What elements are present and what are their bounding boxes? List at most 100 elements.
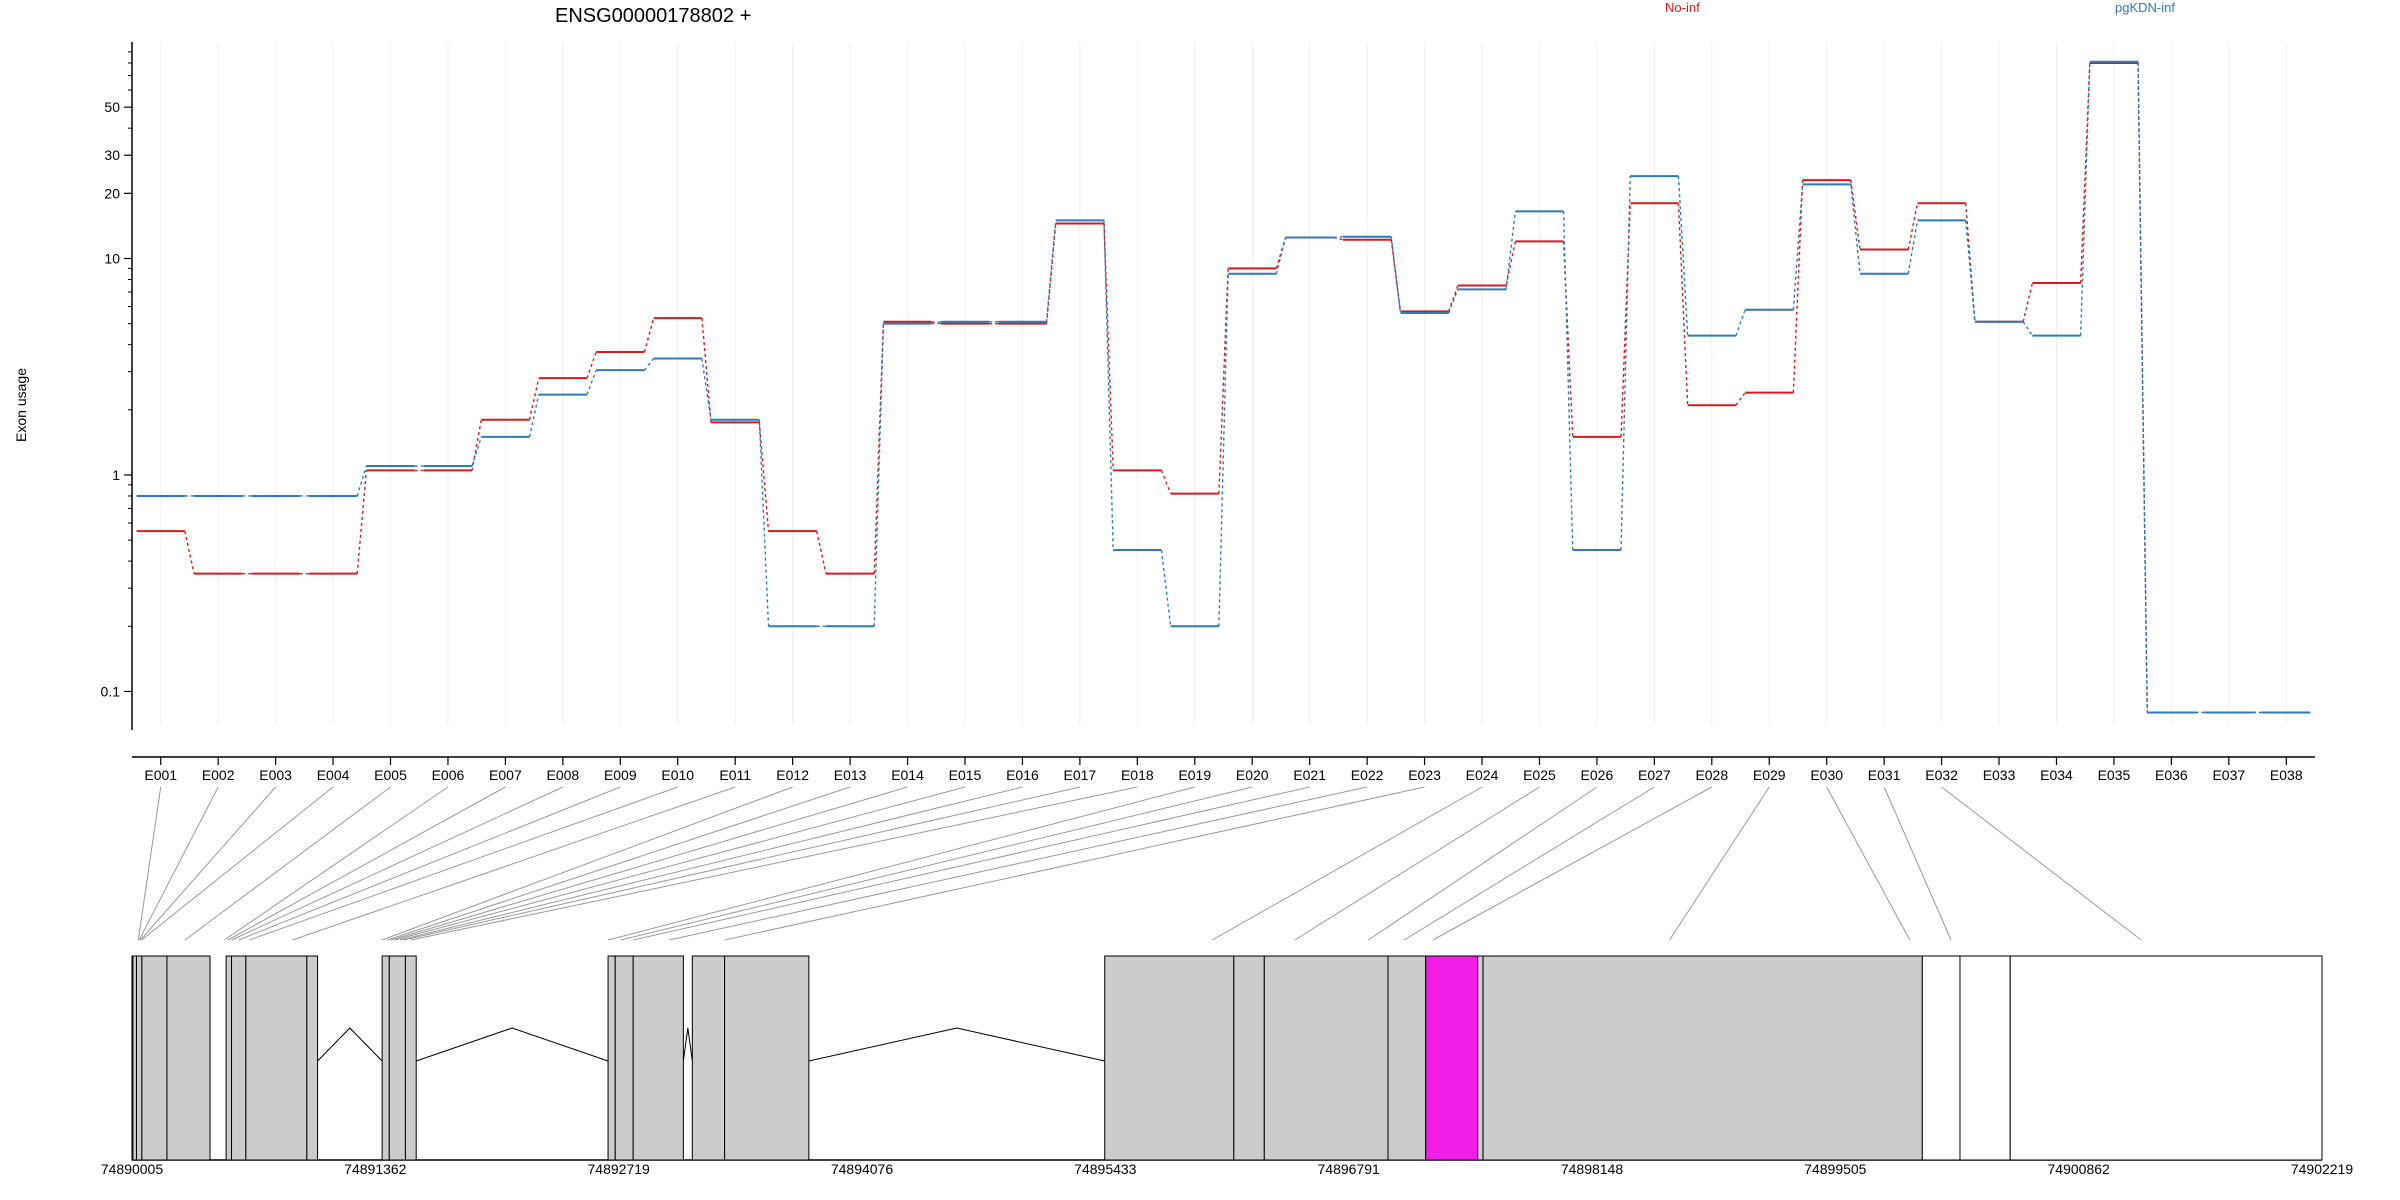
series-connector — [1850, 184, 1861, 274]
exon — [724, 955, 810, 1161]
genome-tick-label: 74902219 — [2291, 1161, 2354, 1177]
series-pgkdn-inf — [136, 60, 2311, 714]
y-tick-label: 1 — [112, 467, 120, 483]
exon-connector — [231, 786, 564, 941]
exon — [225, 955, 233, 1161]
legend-label-no-inf: No-inf — [1665, 0, 1700, 15]
series-connector — [356, 465, 368, 497]
series-connector — [528, 394, 540, 438]
series-connector — [1620, 176, 1631, 551]
x-tick-label: E005 — [374, 767, 407, 783]
x-tick-label: E026 — [1581, 767, 1614, 783]
exon — [381, 955, 390, 1161]
exon — [632, 955, 684, 1161]
series-connector — [2022, 321, 2033, 337]
exon-connector — [633, 786, 1310, 941]
genome-tick-label: 74900862 — [2048, 1161, 2111, 1177]
series-connector — [1103, 223, 1114, 471]
exon-connector — [1212, 786, 1483, 941]
series-connector — [1103, 220, 1114, 551]
chart-title: ENSG00000178802 + — [555, 5, 751, 27]
exon — [135, 955, 143, 1161]
x-tick-label: E004 — [317, 767, 350, 783]
y-tick-label: 10 — [104, 250, 120, 266]
x-tick-label: E009 — [604, 767, 637, 783]
series-connector — [816, 531, 827, 574]
series-connector — [873, 321, 885, 574]
series-connector — [1907, 203, 1919, 250]
exon-connector — [1294, 786, 1540, 941]
exon-connector — [403, 786, 1080, 941]
exon-connector — [1669, 786, 1770, 941]
exon-connector — [668, 786, 1368, 941]
exon — [404, 955, 417, 1161]
x-tick-label: E035 — [2098, 767, 2131, 783]
exon-connector — [1883, 786, 1952, 941]
y-axis-label: Exon usage — [13, 368, 29, 442]
series-connector — [1160, 470, 1172, 494]
exon — [1959, 955, 2011, 1161]
y-tick-label: 30 — [104, 147, 120, 163]
exon — [607, 955, 616, 1161]
legend-label-pgkdn-inf: pgKDN-inf — [2115, 0, 2175, 15]
x-tick-label: E016 — [1006, 767, 1039, 783]
x-tick-label: E020 — [1236, 767, 1269, 783]
x-tick-label: E028 — [1695, 767, 1728, 783]
x-tick-label: E012 — [776, 767, 809, 783]
exon-connector — [381, 786, 793, 941]
exon-connector — [184, 786, 391, 941]
x-tick-label: E038 — [2270, 767, 2303, 783]
exon — [245, 955, 308, 1161]
exon-connector — [394, 786, 966, 941]
exon-connector — [620, 786, 1253, 941]
exon-connector — [410, 786, 1138, 941]
series-connector — [873, 323, 885, 627]
series-connector — [2137, 61, 2148, 713]
intron — [808, 1027, 1105, 1062]
x-tick-label: E033 — [1983, 767, 2016, 783]
series-connector — [1677, 176, 1689, 336]
series-connector — [931, 321, 941, 325]
series-connector — [758, 419, 770, 627]
exon-connector — [399, 786, 1023, 941]
exon — [2009, 955, 2323, 1161]
exon-connector — [387, 786, 851, 941]
genome-tick-label: 74892719 — [588, 1161, 651, 1177]
x-tick-label: E034 — [2040, 767, 2073, 783]
exon-connector — [724, 786, 1425, 941]
exon — [132, 955, 137, 1161]
genome-axis-ticks: 74890005 74891362 74892719 74894076 74895433… — [101, 1161, 2354, 1177]
exon — [1921, 955, 1961, 1161]
x-tick-label: E030 — [1810, 767, 1843, 783]
exon — [141, 955, 168, 1161]
exon-connector — [249, 786, 678, 941]
intron — [416, 1027, 609, 1062]
x-tick-label: E027 — [1638, 767, 1671, 783]
x-tick-label: E021 — [1293, 767, 1326, 783]
genome-tick-label: 74899505 — [1804, 1161, 1867, 1177]
series-connector — [1792, 184, 1804, 310]
series-connector — [1390, 236, 1402, 314]
exon — [1482, 955, 1923, 1161]
axes: 0.1 1 10 20 30 50 — [101, 42, 2315, 758]
exon — [388, 955, 406, 1161]
series-connector — [1735, 392, 1746, 406]
x-tick-label: E014 — [891, 767, 924, 783]
x-tick-label: E001 — [144, 767, 177, 783]
series-connector — [1677, 203, 1689, 406]
series-connector — [471, 436, 482, 467]
x-tick-label: E010 — [661, 767, 694, 783]
genome-tick-label: 74896791 — [1318, 1161, 1381, 1177]
series-connector — [2022, 282, 2034, 322]
exon-connector — [1403, 786, 1655, 941]
series-connector — [1620, 203, 1631, 437]
x-tick-label: E015 — [949, 767, 982, 783]
exon-connector — [224, 786, 449, 941]
exon — [231, 955, 247, 1161]
gene-model — [131, 955, 2323, 1161]
genome-tick-label: 74894076 — [831, 1161, 894, 1177]
x-tick-label: E025 — [1523, 767, 1556, 783]
y-tick-label: 50 — [104, 99, 120, 115]
exon — [306, 955, 319, 1161]
